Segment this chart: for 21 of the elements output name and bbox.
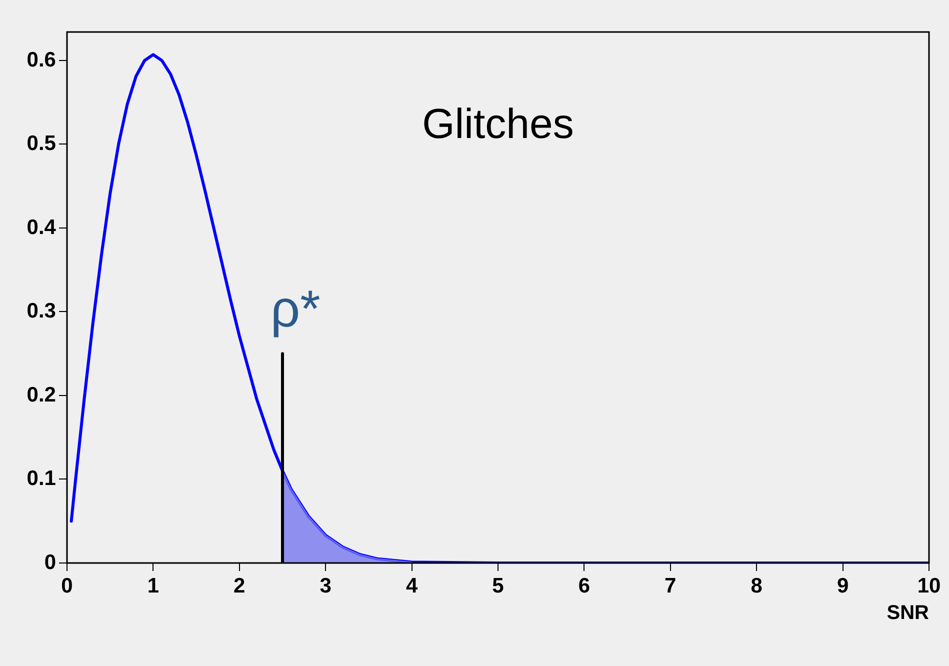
- y-tick-label: 0: [44, 550, 56, 574]
- y-tick-label: 0.2: [26, 383, 56, 406]
- x-tick-label: 9: [836, 574, 849, 598]
- y-tick-label: 0.6: [26, 48, 56, 72]
- x-tick-label: 4: [406, 574, 418, 598]
- y-tick-label: 0.5: [26, 132, 56, 156]
- y-tick-label: 0.3: [26, 300, 56, 323]
- x-tick-label: 3: [320, 574, 332, 598]
- annotation: ρ*: [270, 280, 320, 339]
- x-axis-title: SNR: [886, 602, 930, 624]
- x-tick-label: 7: [664, 574, 676, 598]
- y-tick-label: 0.1: [26, 467, 56, 490]
- x-tick-label: 5: [492, 574, 504, 598]
- y-tick-label: 0.4: [26, 216, 56, 239]
- x-tick-label: 0: [61, 574, 73, 598]
- x-tick-label: 10: [917, 574, 941, 598]
- x-tick-label: 6: [578, 574, 590, 598]
- x-tick-label: 2: [234, 574, 246, 598]
- annotation: Glitches: [422, 100, 574, 148]
- x-tick-label: 8: [750, 574, 763, 598]
- x-tick-label: 1: [147, 574, 160, 598]
